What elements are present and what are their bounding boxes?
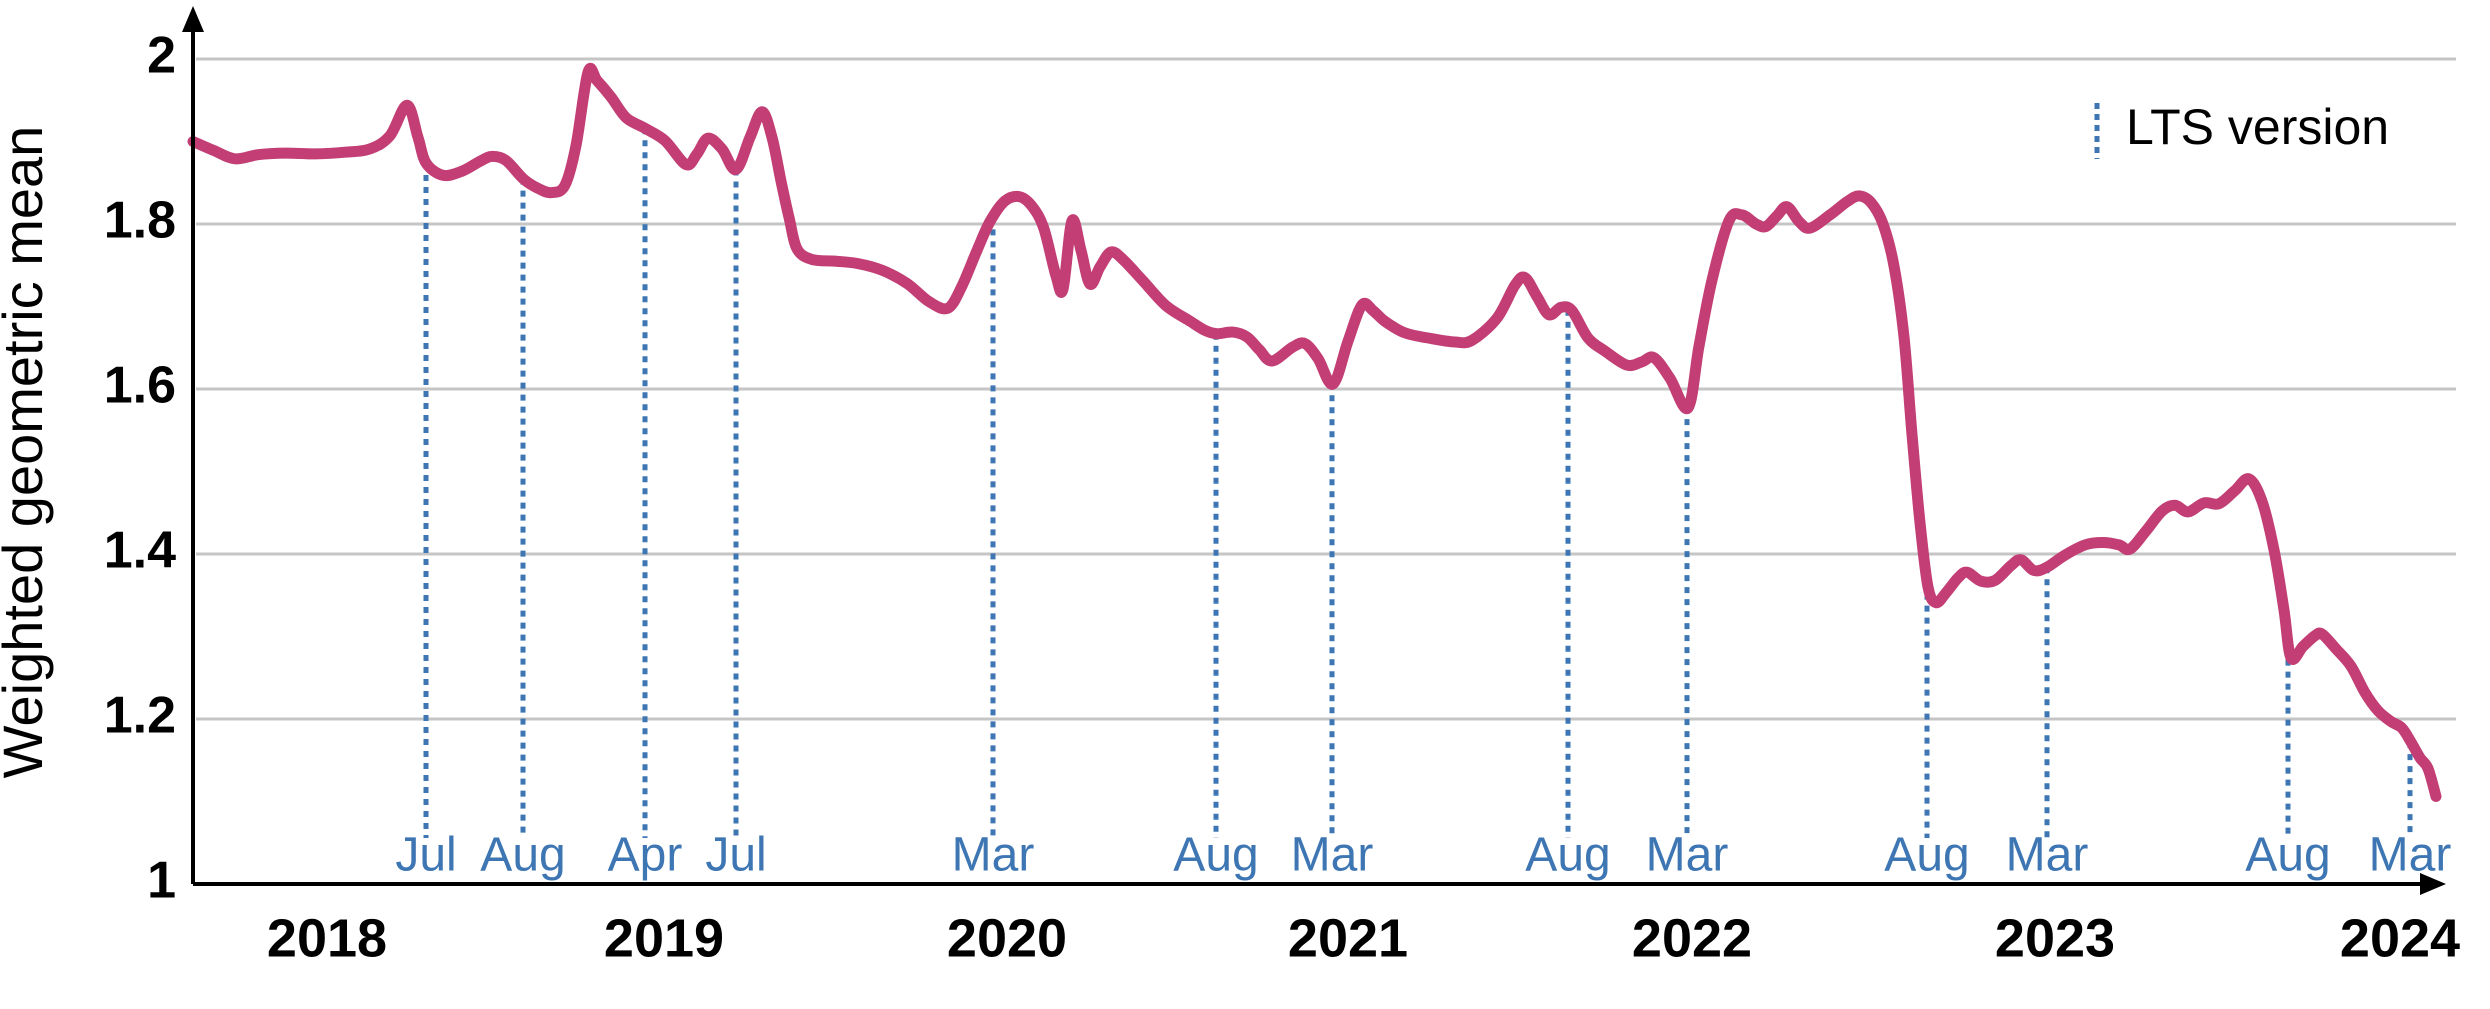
y-tick-label: 2 (147, 27, 176, 85)
axis-labels: 1 1.2 1.4 1.6 1.8 2 2018 2019 2020 2021 2022 2023 20… (104, 27, 2460, 969)
lts-month-label: Jul (705, 829, 766, 882)
x-year-label: 2022 (1632, 908, 1752, 968)
gridlines (196, 57, 2456, 721)
data-series (187, 62, 2442, 802)
axes (182, 6, 2446, 895)
lts-month-label: Mar (1646, 829, 1729, 882)
y-tick-label: 1.4 (104, 522, 176, 580)
lts-month-label: Mar (952, 829, 1035, 882)
lts-version-markers: Jul Aug Apr Jul Mar Aug Mar Aug Mar Aug Mar Aug Mar (395, 128, 2452, 882)
y-tick-label: 1.8 (104, 192, 176, 250)
lts-month-label: Aug (2245, 829, 2330, 882)
y-tick-label: 1.2 (104, 687, 176, 745)
y-axis-arrow-icon (182, 6, 204, 32)
x-year-label: 2018 (267, 908, 387, 968)
y-tick-label: 1.6 (104, 357, 176, 415)
legend-label: LTS version (2126, 99, 2389, 155)
lts-month-label: Aug (480, 829, 565, 882)
lts-month-label: Mar (2006, 829, 2089, 882)
x-year-label: 2019 (604, 908, 724, 968)
lts-month-label: Mar (1291, 829, 1374, 882)
series-line (187, 62, 2442, 802)
x-year-label: 2023 (1995, 908, 2115, 968)
lts-month-label: Aug (1884, 829, 1969, 882)
y-axis-title: Weighted geometric mean (0, 126, 54, 779)
y-tick-label: 1 (147, 852, 176, 910)
lts-month-label: Mar (2369, 829, 2452, 882)
lts-month-label: Apr (608, 829, 683, 882)
lts-month-label: Aug (1525, 829, 1610, 882)
lts-month-label: Jul (395, 829, 456, 882)
x-year-label: 2020 (947, 908, 1067, 968)
lts-month-label: Aug (1173, 829, 1258, 882)
x-year-label: 2024 (2340, 908, 2460, 968)
x-axis-arrow-icon (2420, 873, 2446, 895)
legend: LTS version (2094, 99, 2389, 159)
x-year-label: 2021 (1288, 908, 1408, 968)
